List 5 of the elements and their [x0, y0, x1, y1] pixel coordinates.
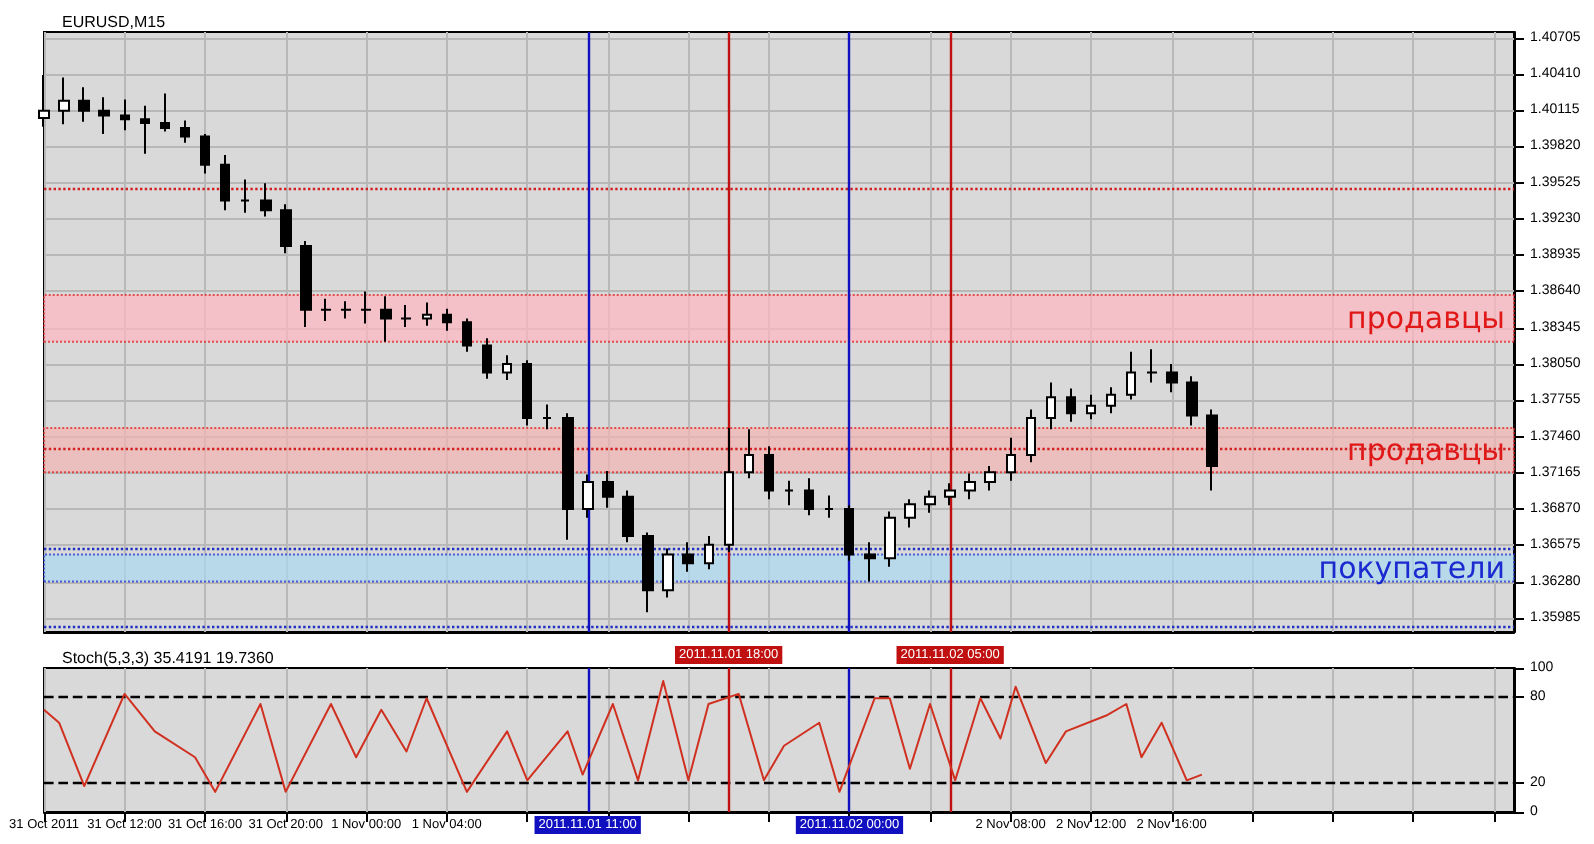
- chart-title: EURUSD,M15: [62, 13, 167, 31]
- band-label: продавцы: [1347, 432, 1505, 469]
- band-label: покупатели: [1318, 550, 1505, 587]
- band-label: продавцы: [1347, 300, 1505, 337]
- chart-title: Stoch(5,3,3) 35.4191 19.7360: [62, 649, 275, 667]
